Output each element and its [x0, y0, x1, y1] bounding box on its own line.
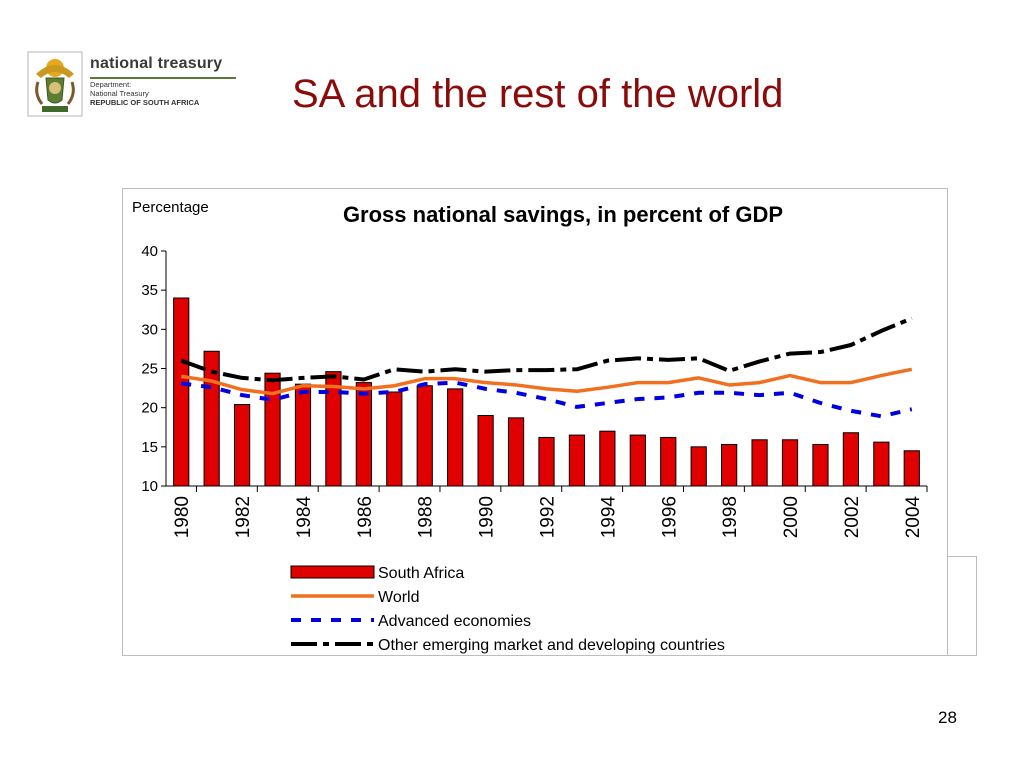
south-africa-bar — [690, 446, 707, 487]
legend-label-advanced-economies: Advanced economies — [378, 613, 531, 630]
south-africa-bar — [903, 450, 920, 487]
page-number: 28 — [938, 708, 957, 727]
y-tick-label: 10 — [141, 478, 158, 495]
south-africa-bar — [812, 443, 829, 487]
logo-country-name: REPUBLIC OF SOUTH AFRICA — [90, 98, 200, 107]
coat-of-arms-icon — [27, 51, 83, 117]
x-tick-label: 2000 — [781, 496, 802, 538]
south-africa-bar — [233, 404, 251, 487]
legend-label-world: World — [378, 589, 420, 606]
slide-title: SA and the rest of the world — [292, 72, 784, 116]
south-africa-bar — [447, 388, 464, 487]
x-tick-label: 1990 — [477, 496, 498, 538]
south-africa-bar — [386, 391, 403, 487]
south-africa-bars — [173, 297, 920, 487]
x-tick-label: 1994 — [598, 496, 619, 539]
south-africa-bar — [781, 439, 799, 487]
national-treasury-logo — [27, 51, 83, 117]
south-africa-bar — [599, 430, 616, 487]
south-africa-bar — [751, 439, 768, 487]
south-africa-bar — [294, 383, 312, 487]
south-africa-bar — [538, 436, 555, 487]
chart-frame — [122, 188, 948, 656]
advanced-economies-line — [180, 380, 913, 419]
y-tick-label: 20 — [141, 400, 158, 417]
south-africa-bar — [842, 432, 860, 487]
x-tick-label: 1982 — [233, 496, 254, 538]
legend-label-other-emerging-market-and-developing-countries: Other emerging market and developing cou… — [378, 637, 725, 654]
south-africa-bar — [721, 443, 738, 487]
series-lines — [180, 316, 913, 419]
x-tick-label: 2004 — [903, 496, 924, 539]
logo-department-label: Department: — [90, 80, 132, 89]
x-axis-ticks: 1980 1982 1984 1986 1988 1990 1992 1994 1996 1998… — [172, 486, 928, 539]
logo-divider — [90, 77, 236, 79]
y-axis-ticks: 10 15 20 25 30 35 40 — [141, 243, 166, 495]
x-tick-label: 1992 — [538, 496, 559, 538]
chart-legend: South Africa World Advanced economies Other… — [290, 565, 725, 654]
south-africa-bar — [264, 372, 281, 487]
x-tick-label: 2002 — [842, 496, 863, 538]
legend-swatch-south-africa — [290, 565, 375, 579]
other-emerging-market-and-developing-countries-line — [180, 316, 913, 383]
x-tick-label: 1986 — [355, 496, 376, 538]
y-tick-label: 40 — [141, 243, 158, 260]
x-tick-label: 1998 — [720, 496, 741, 538]
south-africa-bar — [477, 415, 494, 487]
x-tick-label: 1984 — [294, 496, 315, 539]
legend-box-edge — [948, 556, 977, 656]
y-axis-label: Percentage — [132, 199, 209, 216]
legend-label-south-africa: South Africa — [378, 565, 464, 582]
logo-title: national treasury — [90, 55, 223, 72]
south-africa-bar — [568, 434, 586, 487]
chart-title: Gross national savings, in percent of GD… — [343, 202, 783, 227]
y-tick-label: 35 — [141, 282, 158, 299]
south-africa-bar — [325, 371, 342, 487]
x-tick-label: 1980 — [172, 496, 193, 538]
south-africa-bar — [416, 385, 433, 487]
y-tick-label: 15 — [141, 439, 158, 456]
y-tick-label: 30 — [141, 321, 158, 338]
x-tick-label: 1996 — [659, 496, 680, 538]
south-africa-bar — [173, 297, 190, 487]
south-africa-bar — [507, 417, 525, 487]
y-tick-label: 25 — [141, 361, 158, 378]
x-tick-label: 1988 — [416, 496, 437, 538]
logo-department-name: National Treasury — [90, 89, 149, 98]
south-africa-bar — [873, 441, 890, 487]
south-africa-bar — [629, 434, 646, 487]
south-africa-bar — [355, 382, 372, 487]
world-line — [180, 367, 913, 396]
south-africa-bar — [660, 436, 677, 487]
